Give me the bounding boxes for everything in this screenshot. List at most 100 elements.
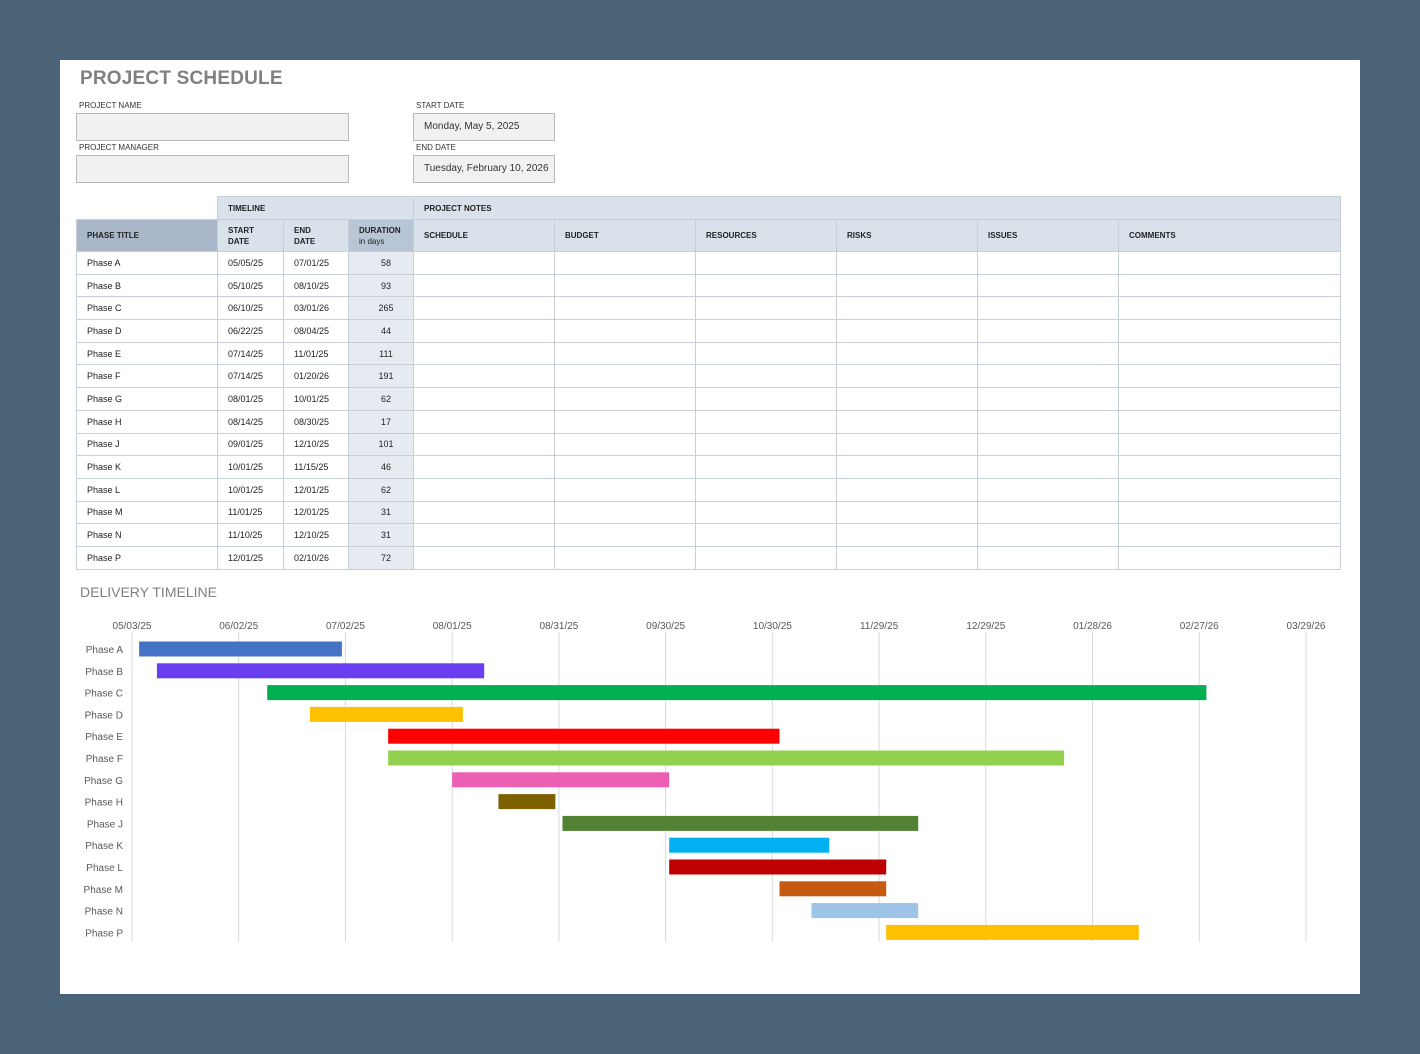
- phase-cell[interactable]: Phase M: [76, 500, 218, 525]
- resources-cell[interactable]: [695, 341, 837, 366]
- end-date-cell[interactable]: 10/01/25: [283, 387, 349, 411]
- phase-cell[interactable]: Phase F: [76, 364, 218, 389]
- end-date-cell[interactable]: 12/01/25: [283, 500, 349, 525]
- phase-cell[interactable]: Phase J: [76, 432, 218, 457]
- start-date-cell[interactable]: 05/10/25: [217, 273, 284, 298]
- end-date-cell[interactable]: 01/20/26: [283, 364, 349, 389]
- duration-cell[interactable]: 31: [348, 500, 414, 525]
- comments-cell[interactable]: [1118, 296, 1341, 321]
- schedule-cell[interactable]: [413, 455, 555, 479]
- risks-cell[interactable]: [836, 296, 978, 321]
- budget-cell[interactable]: [554, 319, 696, 343]
- duration-cell[interactable]: 31: [348, 523, 414, 547]
- issues-cell[interactable]: [977, 409, 1119, 434]
- duration-cell[interactable]: 93: [348, 273, 414, 298]
- schedule-cell[interactable]: [413, 409, 555, 434]
- start-date-cell[interactable]: 10/01/25: [217, 455, 284, 479]
- end-date-cell[interactable]: 11/01/25: [283, 341, 349, 366]
- comments-cell[interactable]: [1118, 251, 1341, 275]
- risks-cell[interactable]: [836, 409, 978, 434]
- schedule-cell[interactable]: [413, 432, 555, 457]
- start-date-cell[interactable]: 06/10/25: [217, 296, 284, 321]
- resources-cell[interactable]: [695, 387, 837, 411]
- start-date-cell[interactable]: 11/01/25: [217, 500, 284, 525]
- resources-cell[interactable]: [695, 545, 837, 570]
- start-date-cell[interactable]: 10/01/25: [217, 477, 284, 502]
- start-date-cell[interactable]: 06/22/25: [217, 319, 284, 343]
- duration-cell[interactable]: 101: [348, 432, 414, 457]
- duration-cell[interactable]: 62: [348, 477, 414, 502]
- risks-cell[interactable]: [836, 455, 978, 479]
- risks-cell[interactable]: [836, 273, 978, 298]
- duration-cell[interactable]: 111: [348, 341, 414, 366]
- risks-cell[interactable]: [836, 432, 978, 457]
- risks-cell[interactable]: [836, 387, 978, 411]
- start-date-cell[interactable]: 09/01/25: [217, 432, 284, 457]
- issues-cell[interactable]: [977, 477, 1119, 502]
- comments-cell[interactable]: [1118, 455, 1341, 479]
- resources-cell[interactable]: [695, 273, 837, 298]
- resources-cell[interactable]: [695, 477, 837, 502]
- budget-cell[interactable]: [554, 341, 696, 366]
- end-date-cell[interactable]: 08/30/25: [283, 409, 349, 434]
- issues-cell[interactable]: [977, 545, 1119, 570]
- budget-cell[interactable]: [554, 500, 696, 525]
- issues-cell[interactable]: [977, 523, 1119, 547]
- schedule-cell[interactable]: [413, 319, 555, 343]
- project-manager-field[interactable]: [76, 155, 349, 183]
- risks-cell[interactable]: [836, 364, 978, 389]
- end-date-cell[interactable]: 08/04/25: [283, 319, 349, 343]
- comments-cell[interactable]: [1118, 432, 1341, 457]
- end-date-cell[interactable]: 08/10/25: [283, 273, 349, 298]
- schedule-cell[interactable]: [413, 341, 555, 366]
- end-date-field[interactable]: Tuesday, February 10, 2026: [413, 155, 555, 183]
- budget-cell[interactable]: [554, 523, 696, 547]
- risks-cell[interactable]: [836, 500, 978, 525]
- end-date-cell[interactable]: 11/15/25: [283, 455, 349, 479]
- budget-cell[interactable]: [554, 251, 696, 275]
- phase-cell[interactable]: Phase A: [76, 251, 218, 275]
- resources-cell[interactable]: [695, 455, 837, 479]
- resources-cell[interactable]: [695, 296, 837, 321]
- project-name-field[interactable]: [76, 113, 349, 141]
- budget-cell[interactable]: [554, 364, 696, 389]
- comments-cell[interactable]: [1118, 477, 1341, 502]
- comments-cell[interactable]: [1118, 409, 1341, 434]
- duration-cell[interactable]: 46: [348, 455, 414, 479]
- duration-cell[interactable]: 191: [348, 364, 414, 389]
- schedule-cell[interactable]: [413, 545, 555, 570]
- resources-cell[interactable]: [695, 500, 837, 525]
- schedule-cell[interactable]: [413, 387, 555, 411]
- duration-cell[interactable]: 72: [348, 545, 414, 570]
- schedule-cell[interactable]: [413, 273, 555, 298]
- risks-cell[interactable]: [836, 341, 978, 366]
- phase-cell[interactable]: Phase D: [76, 319, 218, 343]
- issues-cell[interactable]: [977, 455, 1119, 479]
- duration-cell[interactable]: 44: [348, 319, 414, 343]
- start-date-field[interactable]: Monday, May 5, 2025: [413, 113, 555, 141]
- comments-cell[interactable]: [1118, 545, 1341, 570]
- schedule-cell[interactable]: [413, 251, 555, 275]
- issues-cell[interactable]: [977, 296, 1119, 321]
- start-date-cell[interactable]: 12/01/25: [217, 545, 284, 570]
- comments-cell[interactable]: [1118, 273, 1341, 298]
- risks-cell[interactable]: [836, 523, 978, 547]
- comments-cell[interactable]: [1118, 319, 1341, 343]
- phase-cell[interactable]: Phase N: [76, 523, 218, 547]
- duration-cell[interactable]: 58: [348, 251, 414, 275]
- start-date-cell[interactable]: 05/05/25: [217, 251, 284, 275]
- phase-cell[interactable]: Phase E: [76, 341, 218, 366]
- issues-cell[interactable]: [977, 364, 1119, 389]
- risks-cell[interactable]: [836, 545, 978, 570]
- risks-cell[interactable]: [836, 251, 978, 275]
- budget-cell[interactable]: [554, 455, 696, 479]
- issues-cell[interactable]: [977, 387, 1119, 411]
- comments-cell[interactable]: [1118, 500, 1341, 525]
- issues-cell[interactable]: [977, 251, 1119, 275]
- budget-cell[interactable]: [554, 477, 696, 502]
- issues-cell[interactable]: [977, 432, 1119, 457]
- end-date-cell[interactable]: 02/10/26: [283, 545, 349, 570]
- end-date-cell[interactable]: 03/01/26: [283, 296, 349, 321]
- phase-cell[interactable]: Phase H: [76, 409, 218, 434]
- resources-cell[interactable]: [695, 432, 837, 457]
